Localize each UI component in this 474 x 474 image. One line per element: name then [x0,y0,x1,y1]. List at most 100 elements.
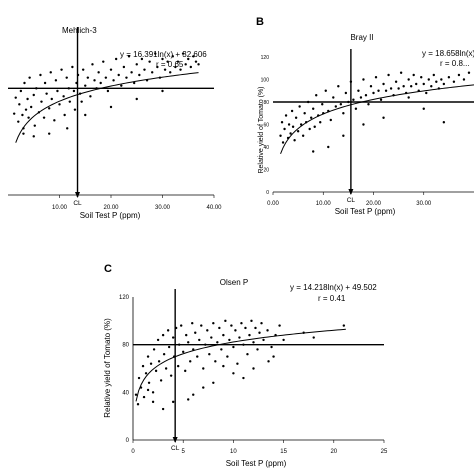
panel-c-data-point [228,338,231,342]
panel-a-data-point [189,65,193,69]
panel-b-data-point [440,78,443,81]
panel-a-data-point [71,65,74,69]
panel-a-data-point [197,63,200,66]
panel-b-title: Bray II [350,33,373,42]
panel-a-data-point [122,65,126,69]
panel-c-r-label: r = 0.41 [318,294,346,303]
panel-a-data-point [17,120,20,123]
panel-c-critical-level-arrow [172,437,178,443]
panel-b-data-point [308,127,311,131]
panel-c-x-tick-label: 20 [330,449,337,455]
panel-c-data-point [242,343,245,346]
panel-b-x-axis-label: Soil Test P (ppm) [335,207,396,216]
panel-c-data-point [232,345,235,349]
panel-c-data-point [137,376,141,380]
panel-c-data-point [154,369,158,373]
panel-b-data-point [407,96,410,99]
panel-c-data-point [202,386,205,389]
panel-b-data-point [374,76,378,79]
panel-a-data-point [114,57,118,61]
panel-c-data-point [196,355,199,358]
panel-b-data-point [467,71,471,74]
panel-c-data-point [161,407,165,411]
panel-c-data-point [177,343,181,346]
panel-c-data-point [169,374,173,377]
panel-a-data-point [161,57,164,61]
panel-b-data-point [281,141,285,144]
panel-c-data-point [141,364,145,368]
panel-a-data-point [130,71,133,74]
panel-c-data-point [185,333,188,337]
panel-b-data-point [293,139,296,142]
panel-a-data-point [50,97,53,101]
panel-c-y-tick-label: 40 [122,390,129,396]
panel-b-data-point [409,85,413,88]
panel-a-data-point [132,81,136,85]
panel-a-data-point [26,97,29,101]
panel-c-data-point [146,388,150,392]
panel-a-data-point [169,71,172,74]
panel-a-data-point [73,108,77,111]
panel-b-data-point [296,130,300,133]
panel-a-data-point [179,68,182,71]
panel-a-data-point [48,132,51,135]
panel-b-data-point [303,112,306,115]
panel-c-data-point [242,376,245,380]
panel-c-x-tick-label: 25 [381,449,388,455]
panel-b-data-point [289,132,292,135]
panel-c-data-point [157,360,161,363]
panel-a-data-point [67,87,70,90]
panel-c-data-point [171,400,175,404]
panel-b-y-tick-label: 60 [263,123,269,129]
panel-a-data-point [171,55,174,58]
panel-b-data-point [301,134,305,137]
panel-a-data-point [32,93,35,97]
panel-a-critical-level-arrow [75,192,81,198]
panel-a-data-point [135,63,138,66]
panel-c-data-point [187,398,190,401]
panel-c-data-point [212,322,215,325]
panel-c-data-point [312,336,315,339]
panel-c-data-point [214,360,217,363]
panel-c-x-axis-label: Soil Test P (ppm) [226,459,287,468]
panel-a-r-label: r = 0.65 [156,60,184,69]
panel-b-y-tick-label: 100 [261,78,270,84]
panel-b-data-point [279,134,282,137]
panel-a-data-point [86,76,90,79]
panel-c-equation: y = 14.218ln(x) + 49.502 [290,283,377,292]
panel-c-data-point [238,336,241,339]
panel-a-data-point [33,124,36,127]
panel-c-data-point [240,322,243,325]
panel-a-data-point [63,113,66,117]
panel-a-data-point [89,95,92,98]
panel-c-data-point [256,348,259,351]
panel-a-equation: y = 16.391ln(x) + 32.606 [120,50,207,59]
panel-b-data-point [298,105,301,108]
panel-b-data-point [312,107,315,110]
panel-a-fit-curve [15,72,199,143]
panel-c-data-point [232,372,235,375]
panel-c-data-point [202,367,205,370]
panel-b-data-point [291,125,295,128]
panel-b-y-tick-label: 40 [263,145,269,151]
panel-b-data-point [349,80,353,83]
panel-a-x-tick-label: 10.00 [52,205,68,211]
panel-c-data-point [161,333,165,337]
panel-a-data-point [143,68,146,71]
panel-a-data-point [176,60,180,63]
panel-c-data-point [246,353,249,356]
panel-c-data-point [200,324,203,327]
panel-a-data-point [39,73,42,77]
panel-a-data-point [187,57,190,61]
panel-b-data-point [462,78,466,81]
panel-a-data-point [194,60,198,63]
panel-a-data-point [112,79,115,82]
panel-b-data-point [432,73,435,77]
panel-a-data-point [75,81,78,85]
panel-b: B Bray II y = 18.658ln(x) + ... r = 0.8.… [256,16,474,216]
panel-a-data-point [14,96,17,99]
panel-b-data-point [283,127,286,131]
panel-b-data-point [447,76,451,79]
panel-a-x-axis-label: Soil Test P (ppm) [80,211,141,220]
panel-a-data-point [156,65,159,69]
